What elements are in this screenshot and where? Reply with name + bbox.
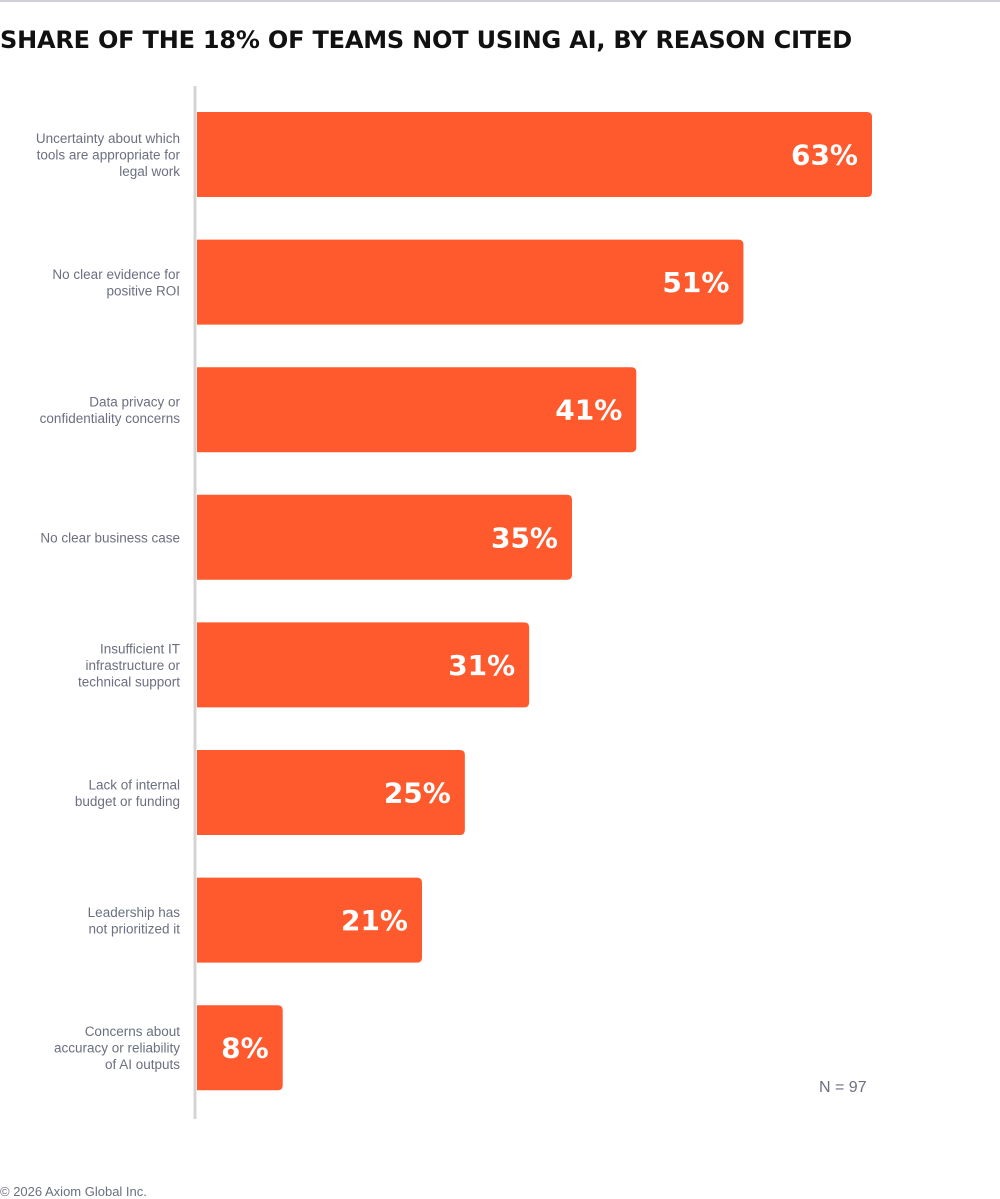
category-label-5: Insufficient IT infrastructure or technica… xyxy=(78,641,181,689)
category-label-1: Uncertainty about which tools are appropr… xyxy=(36,131,181,179)
category-label-3: Data privacy or confidentiality concerns xyxy=(40,394,181,426)
category-label-line: budget or funding xyxy=(75,794,180,809)
category-label-line: confidentiality concerns xyxy=(40,411,181,426)
category-label-line: positive ROI xyxy=(106,283,180,298)
category-label-line: legal work xyxy=(119,164,180,179)
category-label-8: Concerns about accuracy or reliability of … xyxy=(54,1024,180,1072)
bar-value-label-8: 8% xyxy=(221,1032,269,1065)
category-label-line: Lack of internal xyxy=(88,777,180,792)
bar-value-label-2: 51% xyxy=(662,266,729,299)
bar-2 xyxy=(197,239,744,325)
bar-value-label-4: 35% xyxy=(491,521,558,554)
category-label-line: Uncertainty about which xyxy=(36,131,180,146)
chart-title: SHARE OF THE 18% OF TEAMS NOT USING AI, … xyxy=(0,26,852,54)
category-label-4: No clear business case xyxy=(40,530,180,545)
category-label-7: Leadership has not prioritized it xyxy=(88,905,181,937)
category-label-line: No clear evidence for xyxy=(52,267,180,282)
bar-6 xyxy=(197,750,465,835)
sample-size-label: N = 97 xyxy=(819,1079,867,1096)
bar-value-label-7: 21% xyxy=(341,904,408,937)
bar-5 xyxy=(197,622,530,708)
category-label-line: Concerns about xyxy=(85,1024,181,1039)
category-label-line: infrastructure or xyxy=(85,658,180,673)
category-label-line: of AI outputs xyxy=(105,1057,180,1072)
category-label-line: technical support xyxy=(78,674,180,689)
category-label-line: tools are appropriate for xyxy=(37,148,181,163)
bar-3 xyxy=(197,367,637,453)
category-label-line: No clear business case xyxy=(40,530,180,545)
bar-7 xyxy=(197,877,422,963)
bar-8 xyxy=(197,1005,283,1091)
category-label-line: accuracy or reliability xyxy=(54,1041,180,1056)
category-label-line: Data privacy or xyxy=(89,394,180,409)
bar-value-label-6: 25% xyxy=(384,777,451,810)
category-label-line: Insufficient IT xyxy=(100,641,180,656)
top-divider xyxy=(0,0,1000,2)
bar-value-label-1: 63% xyxy=(791,139,858,172)
category-label-line: Leadership has xyxy=(88,905,181,920)
category-label-2: No clear evidence for positive ROI xyxy=(52,267,180,299)
bar-1 xyxy=(197,112,872,197)
bar-value-label-5: 31% xyxy=(448,649,515,682)
copyright-footer: © 2026 Axiom Global Inc. xyxy=(0,1184,147,1199)
bar-4 xyxy=(197,494,572,580)
category-label-line: not prioritized it xyxy=(88,921,180,936)
category-label-6: Lack of internal budget or funding xyxy=(75,777,180,809)
bar-value-label-3: 41% xyxy=(555,394,622,427)
